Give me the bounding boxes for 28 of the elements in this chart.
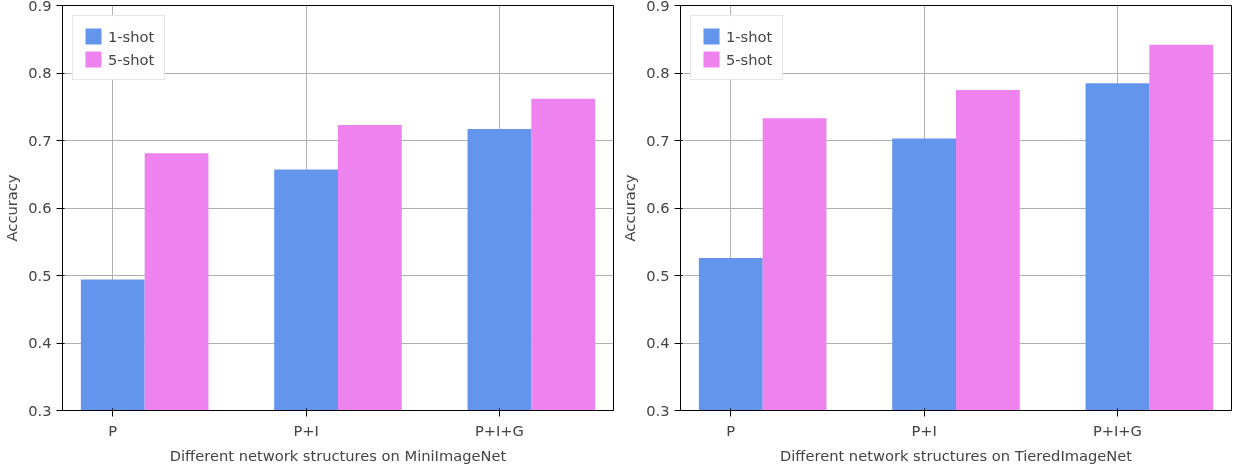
- y-tick-label: 0.5: [646, 266, 670, 284]
- y-tick-label: 0.8: [28, 64, 52, 81]
- legend-label: 1-shot: [726, 27, 773, 45]
- legend-label: 5-shot: [726, 50, 773, 68]
- x-tick-label: P+I+G: [1092, 421, 1142, 439]
- y-tick-label: 0.9: [646, 0, 670, 14]
- y-axis-title: Accuracy: [621, 174, 639, 242]
- x-tick-label: P: [726, 421, 736, 439]
- x-tick-label: P+I+G: [474, 421, 524, 439]
- y-tick-label: 0.6: [646, 199, 670, 216]
- y-tick-label: 0.5: [28, 266, 52, 284]
- y-tick-label: 0.8: [646, 64, 670, 81]
- y-tick-label: 0.9: [28, 0, 52, 14]
- y-tick-label: 0.4: [28, 334, 52, 351]
- legend-label: 5-shot: [108, 50, 155, 68]
- y-axis-title: Accuracy: [3, 174, 21, 242]
- x-tick-label: P: [108, 421, 118, 439]
- legend-label: 1-shot: [108, 27, 155, 45]
- y-tick-label: 0.3: [646, 401, 670, 419]
- x-axis-title: Different network structures on MiniImageNet: [169, 446, 507, 464]
- x-tick-label: P+I: [293, 421, 319, 439]
- y-tick-label: 0.7: [28, 131, 52, 149]
- y-tick-label: 0.3: [28, 401, 52, 419]
- x-axis-title: Different network structures on TieredImageNet: [779, 446, 1133, 464]
- y-tick-label: 0.6: [28, 199, 52, 216]
- x-tick-label: P+I: [911, 421, 937, 439]
- y-tick-label: 0.7: [646, 131, 670, 149]
- y-tick-label: 0.4: [646, 334, 670, 351]
